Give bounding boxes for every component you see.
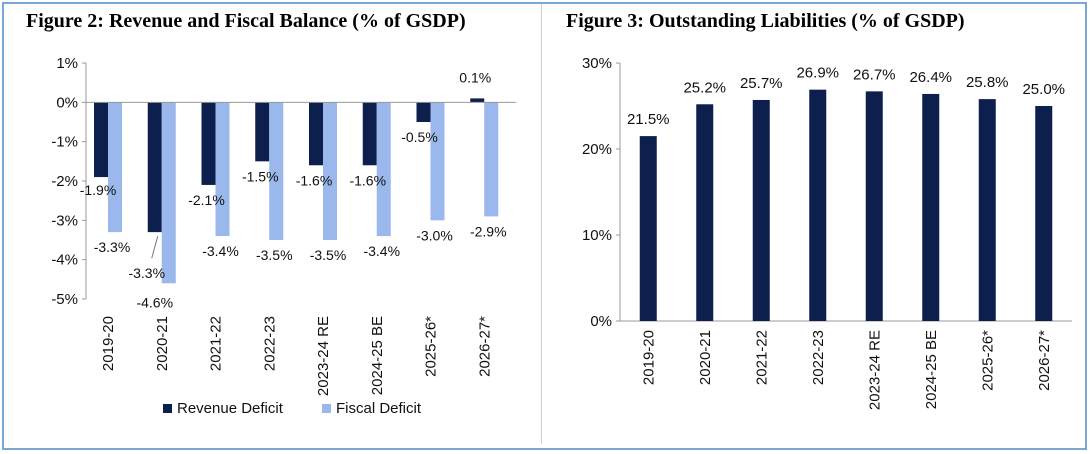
legend-label-revenue-deficit: Revenue Deficit <box>177 400 284 417</box>
fiscal-deficit-label: -4.6% <box>136 294 173 310</box>
revenue-deficit-label: -1.6% <box>349 172 386 188</box>
fiscal-deficit-label: -3.5% <box>256 247 293 263</box>
revenue-deficit-bar <box>147 102 162 233</box>
x-category-label: 2023-24 RE <box>315 316 332 396</box>
fiscal-deficit-bar <box>430 102 445 221</box>
label-leader-line <box>151 236 159 259</box>
fiscal-deficit-bar <box>161 102 176 284</box>
revenue-deficit-bar <box>309 102 323 166</box>
revenue-fiscal-balance-chart: 1% 0% -1% -2% -3% -4% -5% -1.9% -3.3% 2019-20 -3.3… <box>51 55 516 417</box>
liability-bar <box>809 89 827 321</box>
y-tick-label: -2% <box>51 173 78 190</box>
liability-value-label: 25.8% <box>966 74 1009 91</box>
revenue-deficit-bar <box>255 102 270 162</box>
fiscal-deficit-bar <box>376 102 391 237</box>
x-category-label: 2022-23 <box>261 316 278 371</box>
liability-bar <box>752 99 770 321</box>
fiscal-deficit-label: -3.3% <box>94 239 131 255</box>
x-category-label: 2026-27* <box>476 316 493 377</box>
revenue-deficit-bar <box>470 98 485 103</box>
liability-value-label: 26.4% <box>909 69 952 86</box>
panel-divider <box>541 4 542 444</box>
x-category-label: 2019-20 <box>100 316 117 371</box>
y-tick-label: -1% <box>51 134 78 151</box>
liability-value-label: 25.2% <box>683 79 726 96</box>
legend-label-fiscal-deficit: Fiscal Deficit <box>336 400 422 417</box>
revenue-deficit-label: -1.5% <box>242 168 279 184</box>
legend-swatch-fiscal-deficit <box>322 404 331 413</box>
y-tick-label: 0% <box>590 313 612 330</box>
x-category-label: 2024-25 BE <box>923 330 940 409</box>
legend-swatch-revenue-deficit <box>163 404 172 413</box>
liability-value-label: 25.7% <box>740 75 783 92</box>
x-category-label: 2019-20 <box>640 330 657 385</box>
y-tick-label: -4% <box>51 252 78 269</box>
revenue-deficit-bar <box>94 102 108 178</box>
x-category-label: 2020-21 <box>697 330 714 385</box>
x-category-label: 2025-26* <box>979 330 996 391</box>
fiscal-deficit-label: -2.9% <box>470 223 507 239</box>
y-tick-label: 10% <box>582 227 612 244</box>
fiscal-deficit-bar <box>323 102 337 240</box>
liability-bar <box>865 91 883 321</box>
fiscal-deficit-label: -3.0% <box>416 227 453 243</box>
y-tick-label: -5% <box>51 291 78 308</box>
x-category-label: 2021-22 <box>208 316 225 371</box>
fiscal-deficit-bar <box>108 102 122 233</box>
revenue-deficit-bar <box>362 102 377 166</box>
figure3-title: Figure 3: Outstanding Liabilities (% of … <box>566 10 965 32</box>
revenue-deficit-label: -1.6% <box>296 172 333 188</box>
revenue-deficit-label: -0.5% <box>401 129 438 145</box>
fiscal-deficit-bar <box>215 102 230 237</box>
revenue-deficit-bar <box>201 102 216 185</box>
x-category-label: 2023-24 RE <box>866 330 883 410</box>
liability-value-label: 26.7% <box>853 66 896 83</box>
x-category-label: 2022-23 <box>810 330 827 385</box>
fiscal-deficit-bar <box>269 102 284 240</box>
liability-value-label: 26.9% <box>796 65 839 82</box>
fiscal-deficit-bar <box>484 102 499 217</box>
revenue-deficit-label: -3.3% <box>128 265 165 281</box>
liability-value-label: 25.0% <box>1022 81 1065 98</box>
revenue-deficit-bar <box>416 102 431 122</box>
liability-value-label: 21.5% <box>627 111 670 128</box>
y-tick-label: 20% <box>582 141 612 158</box>
x-category-label: 2020-21 <box>154 316 171 371</box>
y-tick-label: 0% <box>56 94 78 111</box>
y-tick-label: 30% <box>582 55 612 72</box>
liability-bar <box>639 136 657 321</box>
y-tick-label: 1% <box>56 55 78 72</box>
x-category-label: 2021-22 <box>753 330 770 385</box>
fiscal-deficit-label: -3.5% <box>310 247 347 263</box>
y-tick-label: -3% <box>51 212 78 229</box>
fiscal-deficit-label: -3.4% <box>202 243 239 259</box>
liability-bar <box>1035 106 1053 321</box>
revenue-deficit-label: 0.1% <box>459 69 491 85</box>
revenue-deficit-label: -1.9% <box>80 182 117 198</box>
liability-bar <box>696 104 714 321</box>
revenue-deficit-label: -2.1% <box>188 192 225 208</box>
x-category-label: 2024-25 BE <box>369 316 386 395</box>
fiscal-deficit-label: -3.4% <box>363 243 400 259</box>
x-category-label: 2026-27* <box>1036 330 1053 391</box>
liability-bar <box>922 93 940 322</box>
liability-bar <box>978 99 996 322</box>
figure2-title: Figure 2: Revenue and Fiscal Balance (% … <box>26 10 466 32</box>
x-category-label: 2025-26* <box>423 316 440 377</box>
